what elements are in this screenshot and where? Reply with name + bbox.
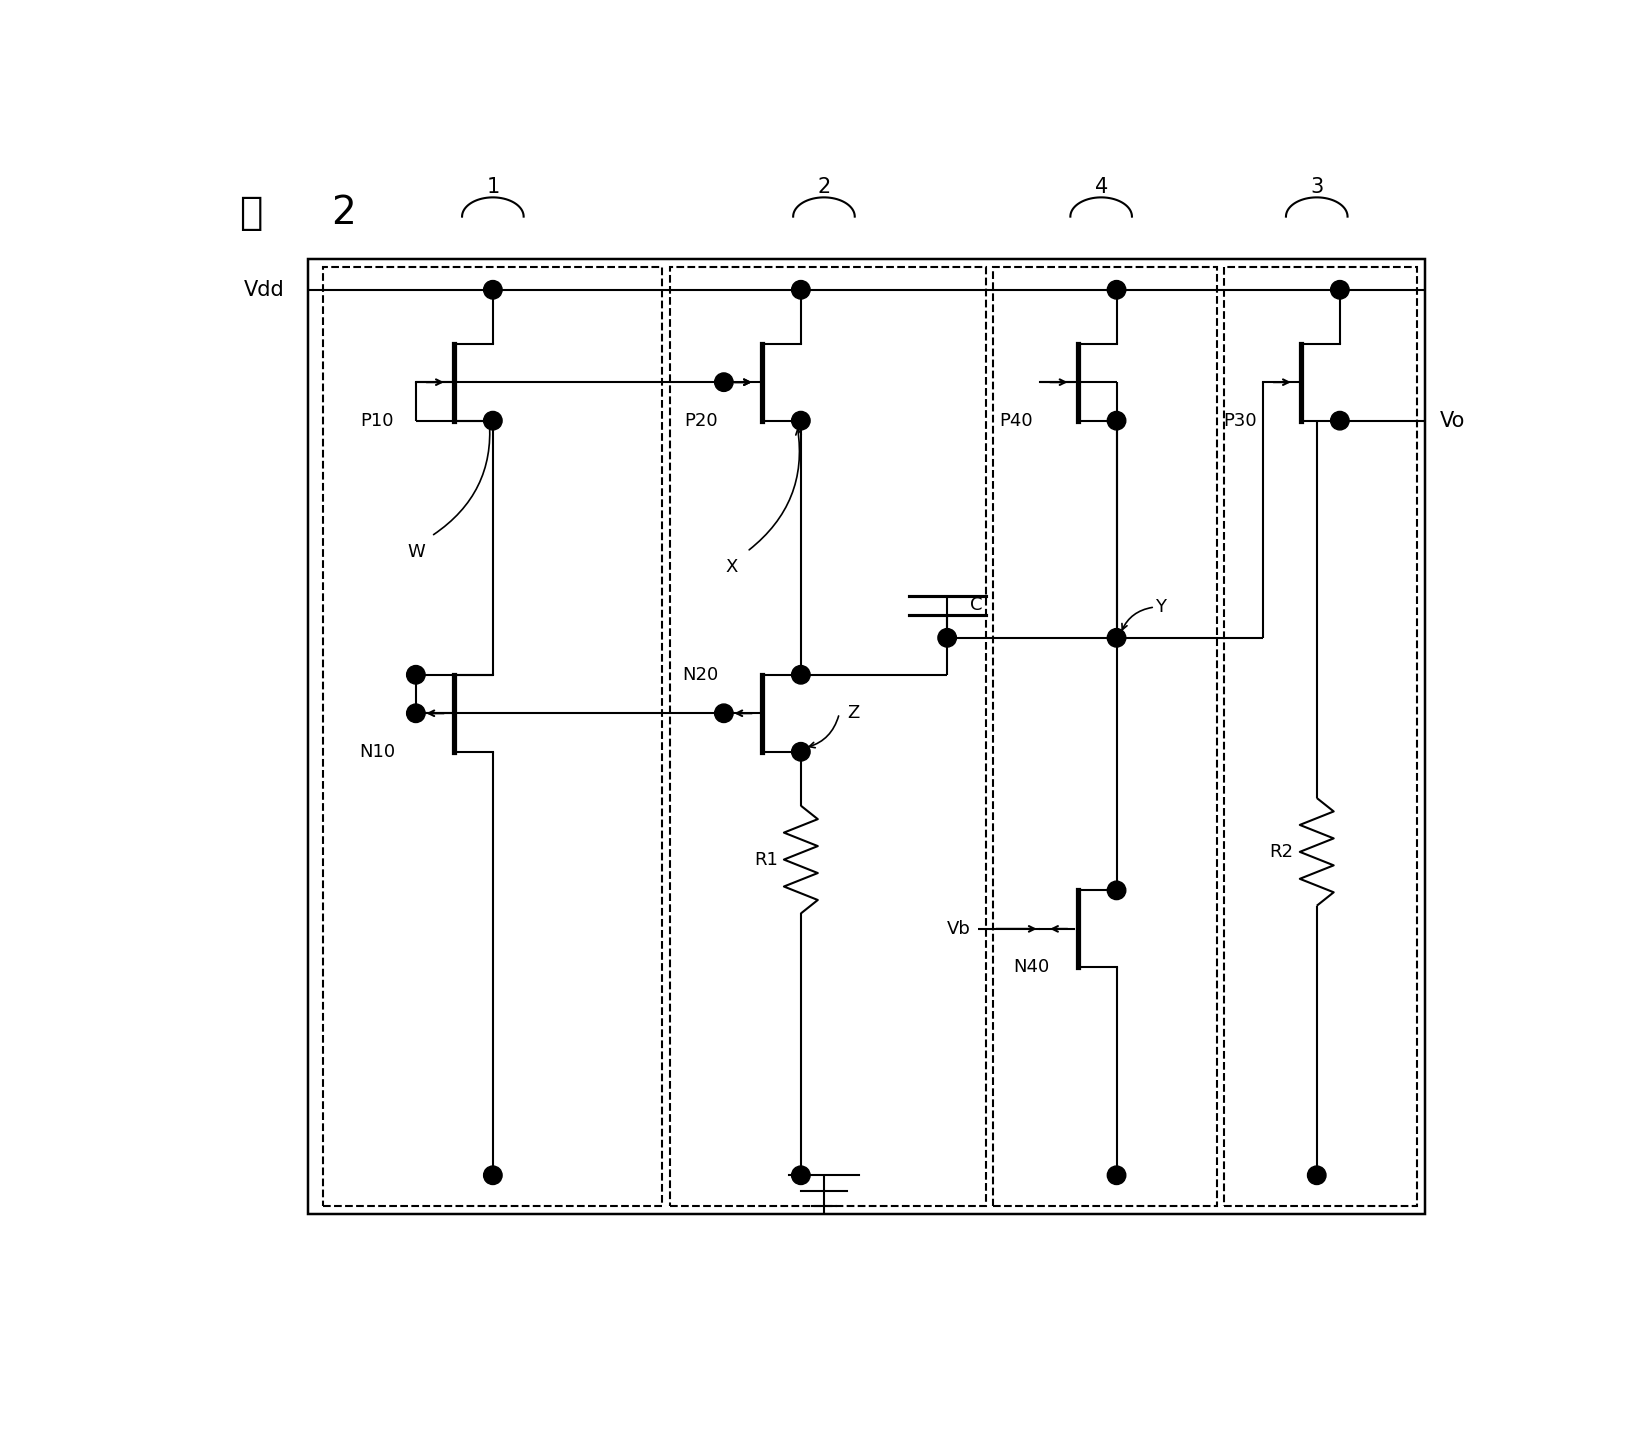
Text: P40: P40 — [999, 411, 1033, 430]
Circle shape — [1107, 881, 1125, 900]
Text: R2: R2 — [1268, 843, 1293, 861]
Text: N40: N40 — [1014, 959, 1050, 976]
Circle shape — [1330, 411, 1348, 430]
Text: 4: 4 — [1094, 178, 1107, 198]
Text: P10: P10 — [360, 411, 394, 430]
Text: Vo: Vo — [1439, 411, 1464, 431]
Circle shape — [1107, 281, 1125, 299]
Text: Y: Y — [1154, 598, 1165, 616]
Text: X: X — [725, 557, 737, 576]
Bar — [323, 267, 662, 1207]
Circle shape — [1107, 411, 1125, 430]
Circle shape — [484, 1166, 502, 1185]
Text: 図: 図 — [238, 193, 262, 232]
Text: R1: R1 — [753, 851, 778, 868]
Text: N20: N20 — [683, 666, 719, 684]
Circle shape — [791, 1166, 810, 1185]
Circle shape — [714, 373, 732, 391]
Circle shape — [1330, 281, 1348, 299]
Circle shape — [1107, 629, 1125, 648]
Circle shape — [406, 665, 425, 684]
Text: W: W — [408, 543, 424, 560]
Circle shape — [406, 704, 425, 722]
Circle shape — [791, 742, 810, 761]
Text: 3: 3 — [1309, 178, 1322, 198]
Text: Vb: Vb — [945, 920, 970, 937]
Bar — [1224, 267, 1416, 1207]
Text: P30: P30 — [1222, 411, 1255, 430]
Circle shape — [1107, 1166, 1125, 1185]
Text: 1: 1 — [486, 178, 499, 198]
Text: 2: 2 — [331, 193, 355, 232]
Circle shape — [937, 629, 955, 648]
Circle shape — [791, 665, 810, 684]
Circle shape — [484, 411, 502, 430]
Circle shape — [714, 704, 732, 722]
Text: P20: P20 — [683, 411, 717, 430]
Circle shape — [484, 281, 502, 299]
Text: 2: 2 — [817, 178, 830, 198]
Text: N10: N10 — [359, 742, 394, 761]
Text: Z: Z — [846, 704, 859, 722]
Bar — [670, 267, 985, 1207]
Circle shape — [791, 411, 810, 430]
Bar — [993, 267, 1216, 1207]
Circle shape — [1307, 1166, 1325, 1185]
Bar — [308, 259, 1423, 1214]
Text: C: C — [970, 596, 983, 615]
Circle shape — [791, 281, 810, 299]
Text: Vdd: Vdd — [244, 279, 285, 299]
